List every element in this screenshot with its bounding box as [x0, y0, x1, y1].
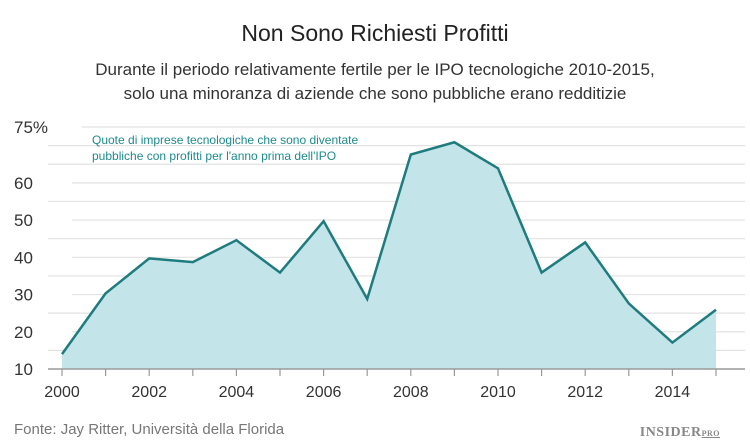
x-tick-label: 2002	[131, 384, 167, 401]
x-tick-label: 2006	[306, 384, 342, 401]
y-tick-label: 60	[14, 174, 33, 193]
series-line	[60, 140, 717, 355]
insider-pro-logo: INSIDERPRO	[640, 425, 720, 441]
chart-annotation: Quote di imprese tecnologiche che sono d…	[92, 133, 358, 147]
logo-main: INSIDER	[639, 425, 702, 440]
y-tick-label: 75%	[14, 118, 48, 137]
x-tick-label: 2014	[655, 384, 691, 401]
y-tick-label: 40	[14, 248, 33, 267]
y-tick-label: 30	[14, 286, 33, 305]
logo-suffix: PRO	[701, 429, 720, 438]
x-tick-label: 2008	[393, 384, 429, 401]
x-tick-label: 2000	[44, 384, 80, 401]
source-note: Fonte: Jay Ritter, Università della Flor…	[14, 421, 285, 438]
x-tick-label: 2004	[219, 384, 255, 401]
chart-subtitle-line2: solo una minoranza di aziende che sono p…	[123, 84, 627, 103]
area-fill	[62, 142, 716, 369]
chart-annotation: pubbliche con profitti per l'anno prima …	[92, 149, 336, 163]
y-tick-label: 50	[14, 211, 33, 230]
y-tick-label: 20	[14, 323, 33, 342]
chart-title: Non Sono Richiesti Profitti	[241, 20, 509, 46]
y-tick-label: 10	[14, 360, 33, 379]
x-tick-label: 2010	[480, 384, 516, 401]
x-tick-label: 2012	[567, 384, 603, 401]
chart-subtitle-line1: Durante il periodo relativamente fertile…	[95, 60, 655, 79]
